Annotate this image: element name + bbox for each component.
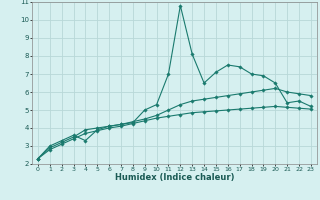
X-axis label: Humidex (Indice chaleur): Humidex (Indice chaleur) [115, 173, 234, 182]
